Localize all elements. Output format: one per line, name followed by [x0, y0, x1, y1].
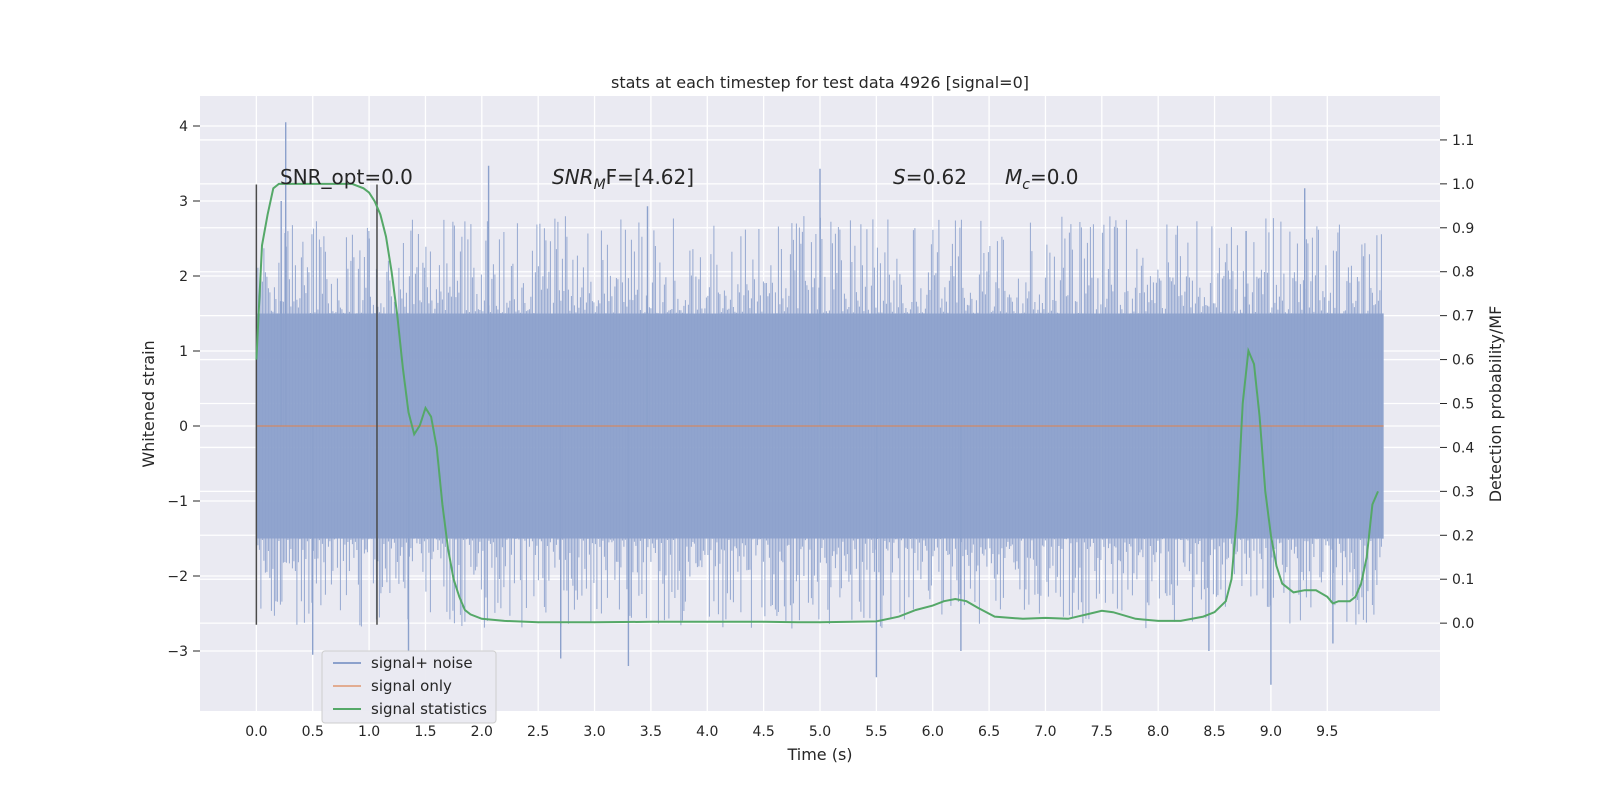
left-tick-label: 1: [179, 344, 188, 360]
snr-mf-label: SNR: [552, 165, 594, 189]
x-tick-label: 5.5: [865, 724, 887, 740]
legend: signal+ noise signal only signal statist…: [321, 650, 497, 724]
left-axis-ticks: 4 3 2 1 0 −1 −2 −3: [167, 119, 200, 660]
x-tick-label: 7.5: [1091, 724, 1113, 740]
noise-extremes: [280, 122, 1334, 685]
right-tick-label: 0.4: [1452, 440, 1474, 456]
x-tick-label: 8.0: [1147, 724, 1169, 740]
x-tick-label: 2.0: [471, 724, 493, 740]
x-axis-label: Time (s): [786, 745, 852, 764]
mc-annotation: Mc=0.0: [1005, 165, 1079, 193]
left-tick-label: 0: [179, 419, 188, 435]
mc-label: M: [1005, 165, 1022, 189]
x-tick-label: 9.5: [1316, 724, 1338, 740]
chart-title: stats at each timestep for test data 492…: [611, 73, 1029, 92]
left-tick-label: 4: [179, 119, 188, 135]
right-tick-label: 0.8: [1452, 265, 1474, 281]
mc-subscript: c: [1022, 177, 1030, 193]
left-tick-label: 2: [179, 269, 188, 285]
x-tick-label: 8.5: [1203, 724, 1225, 740]
x-tick-label: 1.0: [358, 724, 380, 740]
x-tick-label: 3.0: [583, 724, 605, 740]
right-tick-label: 0.7: [1452, 309, 1474, 325]
right-tick-label: 0.9: [1452, 221, 1474, 237]
x-tick-label: 0.0: [245, 724, 267, 740]
x-tick-label: 7.0: [1034, 724, 1056, 740]
left-tick-label: 3: [179, 194, 188, 210]
right-tick-label: 0.0: [1452, 616, 1474, 632]
right-axis-ticks: 1.1 1.0 0.9 0.8 0.7 0.6 0.5 0.4 0.3 0.2 0.1 0.0: [1440, 133, 1474, 632]
s-label: S: [893, 165, 906, 189]
left-tick-label: −1: [167, 494, 188, 510]
signal-statistics-series: [255, 182, 1379, 624]
snr-mf-annotation: SNRMF=[4.62]: [552, 165, 694, 193]
right-tick-label: 1.0: [1452, 177, 1474, 193]
x-tick-label: 0.5: [302, 724, 324, 740]
snr-mf-value: F=[4.62]: [606, 165, 694, 189]
x-tick-label: 9.0: [1260, 724, 1282, 740]
mc-value: =0.0: [1030, 165, 1079, 189]
x-tick-label: 1.5: [414, 724, 436, 740]
x-tick-label: 5.0: [809, 724, 831, 740]
x-tick-label: 6.5: [978, 724, 1000, 740]
legend-label-stats: signal statistics: [371, 700, 487, 718]
x-tick-label: 2.5: [527, 724, 549, 740]
x-tick-label: 3.5: [640, 724, 662, 740]
window-markers: [255, 184, 378, 625]
right-tick-label: 0.5: [1452, 397, 1474, 413]
snr-mf-subscript: M: [594, 177, 606, 193]
x-axis-ticks: 0.0 0.5 1.0 1.5 2.0 2.5 3.0 3.5 4.0 4.5 5.0 5.5 6.0 6…: [245, 724, 1338, 740]
left-tick-label: −2: [167, 569, 188, 585]
right-axis-label: Detection probability/MF: [1486, 306, 1505, 503]
legend-label-noise: signal+ noise: [371, 654, 473, 672]
right-tick-label: 0.1: [1452, 572, 1474, 588]
x-tick-label: 4.0: [696, 724, 718, 740]
x-tick-label: 4.5: [753, 724, 775, 740]
left-axis-label: Whitened strain: [139, 340, 158, 467]
right-tick-label: 0.3: [1452, 484, 1474, 500]
right-tick-label: 1.1: [1452, 133, 1474, 149]
s-annotation: S=0.62: [893, 165, 967, 189]
left-tick-label: −3: [167, 644, 188, 660]
signal-statistics-line: [255, 182, 1379, 624]
s-value: =0.62: [906, 165, 967, 189]
legend-box: [321, 650, 497, 724]
x-tick-label: 6.0: [922, 724, 944, 740]
right-tick-label: 0.6: [1452, 353, 1474, 369]
legend-label-signal: signal only: [371, 677, 452, 695]
snr-opt-annotation: SNR_opt=0.0: [280, 165, 413, 189]
right-tick-label: 0.2: [1452, 528, 1474, 544]
